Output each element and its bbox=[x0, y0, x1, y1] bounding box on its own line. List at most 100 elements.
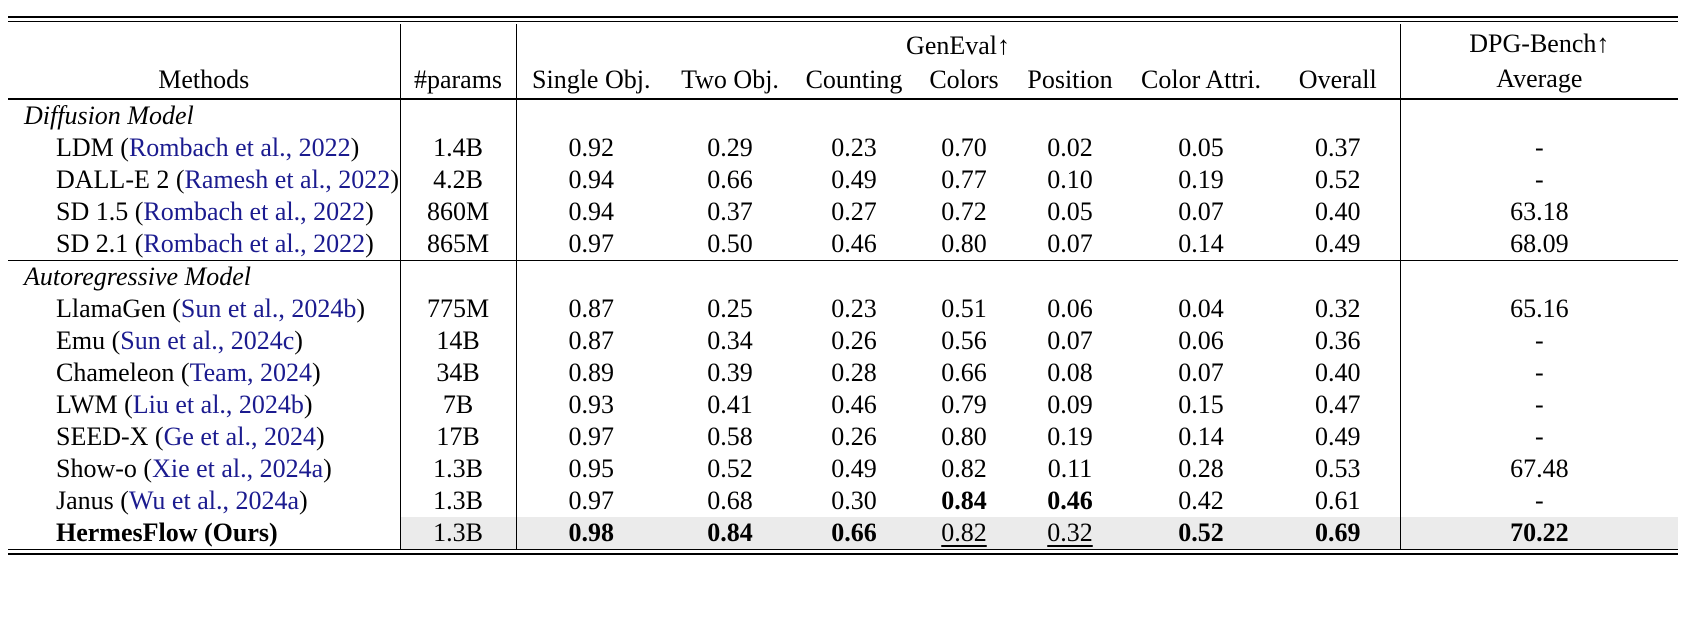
value-cell: 0.36 bbox=[1315, 326, 1361, 355]
value-cell: 0.58 bbox=[707, 422, 753, 451]
col-header-dpg-bench: DPG-Bench↑ Average bbox=[1399, 24, 1679, 100]
method-cell: Chameleon (Team, 2024) bbox=[8, 357, 400, 389]
value-cell: 0.10 bbox=[1047, 165, 1093, 194]
value-cell: 0.97 bbox=[515, 485, 666, 517]
method-cell: LDM (Rombach et al., 2022) bbox=[8, 132, 400, 164]
value-cell: 0.56 bbox=[941, 326, 987, 355]
citation-link[interactable]: Sun et al., 2024c bbox=[120, 326, 295, 355]
empty-cell bbox=[1399, 260, 1679, 293]
citation-link[interactable]: Ramesh et al., 2022 bbox=[184, 165, 391, 194]
method-text: DALL-E 2 ( bbox=[56, 165, 185, 194]
citation-link[interactable]: Rombach et al., 2022 bbox=[143, 229, 366, 258]
value-cell: 0.92 bbox=[515, 132, 666, 164]
col-header-params: #params bbox=[399, 24, 516, 100]
value-cell: 0.27 bbox=[831, 197, 877, 226]
method-text: SEED-X ( bbox=[56, 422, 164, 451]
value-cell: 0.46 bbox=[1047, 486, 1093, 515]
citation-link[interactable]: Team, 2024 bbox=[189, 358, 312, 387]
method-text: ) bbox=[365, 197, 374, 226]
dpg-value-cell: 67.48 bbox=[1399, 453, 1679, 485]
method-cell: LWM (Liu et al., 2024b) bbox=[8, 389, 400, 421]
value-cell: 0.61 bbox=[1315, 486, 1361, 515]
citation-link[interactable]: Sun et al., 2024b bbox=[180, 294, 357, 323]
empty-cell bbox=[399, 99, 516, 132]
value-cell: 0.11 bbox=[1047, 454, 1093, 483]
params-cell: 14B bbox=[399, 325, 516, 357]
value-cell: 0.06 bbox=[1047, 294, 1093, 323]
method-text: ) bbox=[315, 422, 325, 451]
value-cell: 0.82 bbox=[914, 517, 1014, 549]
method-text: ) bbox=[294, 326, 303, 355]
col-header-overall: Overall bbox=[1276, 62, 1401, 100]
table-row: SD 2.1 (Rombach et al., 2022) 865M 0.97 0.5… bbox=[8, 228, 1679, 261]
method-cell: SD 1.5 (Rombach et al., 2022) bbox=[8, 196, 400, 228]
params-cell: 1.3B bbox=[399, 517, 516, 549]
col-header-position: Position bbox=[1014, 62, 1126, 100]
value-cell: 0.34 bbox=[707, 326, 753, 355]
value-cell: 0.30 bbox=[831, 486, 877, 515]
value-cell: 0.97 bbox=[515, 228, 666, 261]
dpg-bench-title: DPG-Bench↑ bbox=[1469, 29, 1610, 58]
value-cell: 0.87 bbox=[515, 325, 666, 357]
citation-link[interactable]: Rombach et al., 2022 bbox=[128, 133, 351, 162]
method-text: ) bbox=[365, 229, 374, 258]
empty-cell bbox=[399, 260, 516, 293]
table-row: LlamaGen (Sun et al., 2024b) 775M 0.87 0.25… bbox=[8, 293, 1679, 325]
dpg-value-cell: 70.22 bbox=[1399, 517, 1679, 549]
params-cell: 1.4B bbox=[399, 132, 516, 164]
citation-link[interactable]: Liu et al., 2024b bbox=[132, 390, 304, 419]
value-cell: 0.04 bbox=[1178, 294, 1224, 323]
col-header-methods: Methods bbox=[8, 24, 400, 100]
citation-link[interactable]: Ge et al., 2024 bbox=[163, 422, 316, 451]
params-cell: 34B bbox=[399, 357, 516, 389]
value-cell: 0.53 bbox=[1315, 454, 1361, 483]
method-text: ) bbox=[323, 454, 332, 483]
empty-cell bbox=[1126, 99, 1276, 132]
value-cell: 0.66 bbox=[794, 517, 914, 549]
col-header-color-attri: Color Attri. bbox=[1126, 62, 1276, 100]
value-cell: 0.52 bbox=[707, 454, 753, 483]
value-cell: 0.89 bbox=[515, 357, 666, 389]
method-cell: SEED-X (Ge et al., 2024) bbox=[8, 421, 400, 453]
method-text: ) bbox=[303, 390, 313, 419]
value-cell: 0.37 bbox=[1315, 133, 1361, 162]
value-cell: 0.68 bbox=[707, 486, 753, 515]
citation-link[interactable]: Rombach et al., 2022 bbox=[143, 197, 366, 226]
params-cell: 865M bbox=[399, 228, 516, 261]
value-cell: 0.26 bbox=[831, 422, 877, 451]
value-cell: 0.19 bbox=[1047, 422, 1093, 451]
table-row: LDM (Rombach et al., 2022) 1.4B 0.92 0.29 0.… bbox=[8, 132, 1679, 164]
top-rule-outer bbox=[8, 16, 1678, 18]
value-cell: 0.49 bbox=[831, 454, 877, 483]
value-cell: 0.49 bbox=[831, 165, 877, 194]
header-row-subcolumns: Single Obj. Two Obj. Counting Colors Pos… bbox=[8, 62, 1678, 100]
method-text: LlamaGen ( bbox=[56, 294, 181, 323]
dpg-value-cell: 65.16 bbox=[1399, 293, 1679, 325]
method-text: ) bbox=[299, 486, 308, 515]
value-cell: 0.52 bbox=[1126, 517, 1276, 549]
value-cell: 0.84 bbox=[666, 517, 794, 549]
empty-cell bbox=[1276, 99, 1400, 132]
dpg-value-cell: - bbox=[1399, 164, 1679, 196]
value-cell: 0.14 bbox=[1178, 229, 1224, 258]
table-row: Chameleon (Team, 2024) 34B 0.89 0.39 0.28 0.6… bbox=[8, 357, 1679, 389]
value-cell: 0.08 bbox=[1047, 358, 1093, 387]
table-row: Janus (Wu et al., 2024a) 1.3B 0.97 0.68 0.30… bbox=[8, 485, 1679, 517]
method-text: ) bbox=[390, 165, 399, 194]
value-cell: 0.52 bbox=[1315, 165, 1361, 194]
value-cell: 0.42 bbox=[1178, 486, 1224, 515]
value-cell: 0.94 bbox=[515, 196, 666, 228]
method-text: SD 1.5 ( bbox=[56, 197, 144, 226]
citation-link[interactable]: Wu et al., 2024a bbox=[128, 486, 300, 515]
method-text: Janus ( bbox=[56, 486, 129, 515]
method-text: ) bbox=[350, 133, 360, 162]
empty-cell bbox=[1014, 260, 1126, 293]
value-cell: 0.49 bbox=[1315, 422, 1361, 451]
value-cell: 0.50 bbox=[707, 229, 753, 258]
empty-cell bbox=[1126, 260, 1276, 293]
method-text: ) bbox=[311, 358, 321, 387]
table-row: HermesFlow (Ours) 1.3B 0.98 0.84 0.66 0.82 0.3… bbox=[8, 517, 1679, 549]
citation-link[interactable]: Xie et al., 2024a bbox=[152, 454, 324, 483]
params-cell: 1.3B bbox=[399, 453, 516, 485]
empty-cell bbox=[666, 99, 794, 132]
